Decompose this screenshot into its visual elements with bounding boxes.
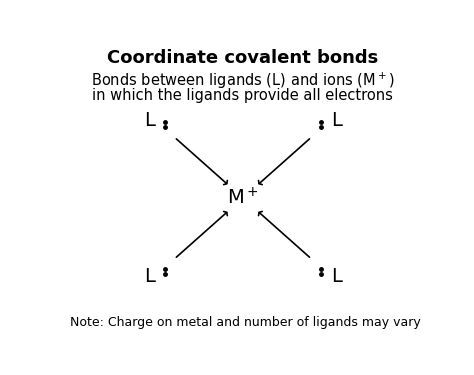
Text: Note: Charge on metal and number of ligands may vary: Note: Charge on metal and number of liga… bbox=[70, 316, 421, 329]
Text: L: L bbox=[331, 267, 342, 285]
Text: Bonds between ligands (L) and ions (M$^+$): Bonds between ligands (L) and ions (M$^+… bbox=[91, 71, 395, 91]
Text: L: L bbox=[331, 111, 342, 130]
Text: M$^+$: M$^+$ bbox=[227, 188, 259, 209]
Text: L: L bbox=[144, 111, 155, 130]
Text: Coordinate covalent bonds: Coordinate covalent bonds bbox=[107, 49, 379, 67]
Text: L: L bbox=[144, 267, 155, 285]
Text: in which the ligands provide all electrons: in which the ligands provide all electro… bbox=[92, 88, 393, 103]
